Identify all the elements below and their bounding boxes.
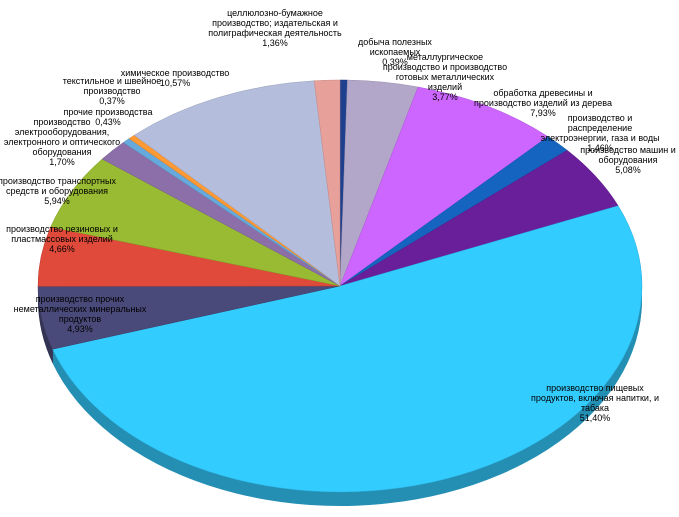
value-label: 0,37% (99, 96, 125, 106)
slice-label: производство прочих неметаллических мине… (5, 294, 155, 334)
category-name: целлюлозно-бумажное производство; издате… (208, 8, 342, 38)
category-name: производство электрооборудования, электр… (3, 117, 121, 157)
value-label: 4,66% (49, 244, 75, 254)
value-label: 7,93% (530, 108, 556, 118)
slice-label: производство транспортных средств и обор… (0, 176, 117, 206)
slice (339, 86, 549, 287)
slice-label: обработка древесины и производство издел… (473, 88, 613, 118)
category-name: добыча полезных ископаемых (358, 37, 432, 57)
category-name: производство и распределение электроэнер… (540, 113, 660, 143)
value-label: 1,46% (587, 143, 613, 153)
value-label: 10,57% (159, 78, 191, 88)
category-name: металлургическое производство и производ… (382, 52, 508, 92)
slice-label: прочие производства 0,43% (53, 107, 163, 127)
slice (52, 205, 643, 493)
category-name: производство машин и оборудования (580, 145, 676, 165)
category-name: текстильное и швейное производство (62, 76, 162, 96)
category-name: прочие производства (63, 107, 153, 117)
slice-label: добыча полезных ископаемых 0,39% (340, 37, 450, 67)
value-label: 3,77% (432, 92, 458, 102)
value-label: 1,70% (49, 157, 75, 167)
slice (133, 80, 341, 287)
value-label: 51,40% (579, 413, 611, 423)
value-label: 0,43% (95, 117, 121, 127)
slice-label: производство машин и оборудования 5,08% (578, 145, 678, 175)
category-name: производство прочих неметаллических мине… (13, 294, 147, 324)
slice-label: производство и распределение электроэнер… (538, 113, 663, 153)
slice-label: производство электрооборудования, электр… (3, 117, 121, 167)
value-label: 1,36% (262, 38, 288, 48)
value-label: 5,08% (615, 165, 641, 175)
slice-label: целлюлозно-бумажное производство; издате… (205, 8, 345, 48)
category-name: производство резиновых и пластмассовых и… (6, 224, 118, 244)
value-label: 0,39% (382, 57, 408, 67)
slice (313, 79, 341, 287)
slice-label: металлургическое производство и производ… (380, 52, 510, 102)
value-label: 5,94% (44, 196, 70, 206)
slice-label: производство пищевых продуктов, включая … (525, 383, 665, 423)
slice-label: текстильное и швейное производство 0,37% (62, 76, 162, 106)
category-name: производство пищевых продуктов, включая … (531, 383, 659, 413)
slice-label: химическое производство 10,57% (110, 68, 240, 88)
slice-label: производство резиновых и пластмассовых и… (0, 224, 127, 254)
category-name: химическое производство (120, 68, 230, 78)
category-name: производство транспортных средств и обор… (0, 176, 116, 196)
category-name: обработка древесины и производство издел… (474, 88, 612, 108)
value-label: 4,93% (67, 324, 93, 334)
